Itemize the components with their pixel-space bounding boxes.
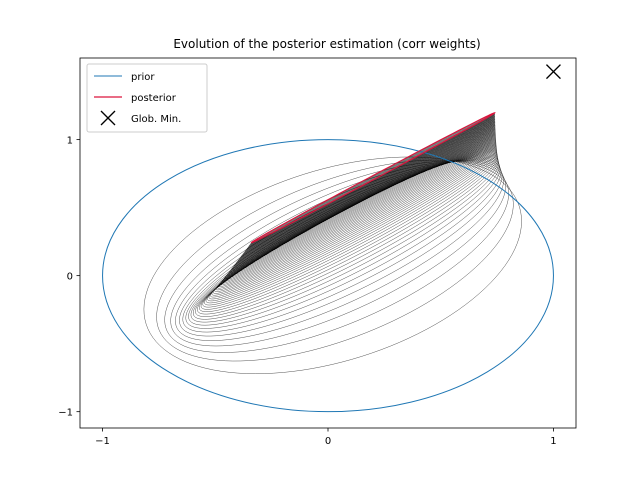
prior-ellipse: [102, 139, 554, 413]
intermediate-ellipse: [190, 155, 499, 323]
legend-box: [86, 63, 208, 133]
intermediate-ellipse: [222, 134, 496, 281]
intermediate-ellipse: [164, 160, 509, 353]
intermediate-ellipse: [218, 138, 496, 287]
intermediate-ellipse: [156, 159, 514, 362]
intermediate-ellipse: [240, 120, 496, 258]
legend-posterior-label: posterior: [131, 93, 177, 104]
legend-prior-label: prior: [131, 72, 155, 83]
intermediate-ellipse: [179, 159, 503, 337]
intermediate-ellipse: [210, 144, 497, 298]
intermediate-ellipse: [215, 140, 497, 291]
intermediate-ellipse: [211, 143, 497, 296]
y-tick-label: 1: [67, 136, 73, 147]
intermediate-ellipse: [197, 152, 498, 315]
intermediate-ellipse: [233, 126, 496, 267]
intermediate-ellipse: [230, 128, 496, 271]
plot-area: [102, 64, 561, 413]
intermediate-ellipse: [143, 156, 522, 374]
x-tick-label: 0: [325, 436, 331, 447]
intermediate-ellipse: [225, 132, 496, 278]
global-minimum-marker: [545, 64, 561, 80]
x-tick-label: −1: [95, 436, 110, 447]
posterior-ellipse: [250, 112, 496, 244]
intermediate-ellipse: [220, 136, 496, 284]
x-tick-label: 1: [550, 436, 556, 447]
intermediate-ellipse: [214, 141, 497, 292]
intermediate-ellipse: [246, 115, 496, 249]
intermediate-ellipse: [244, 118, 496, 253]
intermediate-ellipse: [227, 131, 496, 275]
chart-title: Evolution of the posterior estimation (c…: [173, 37, 480, 51]
axes: −1 0 1 −1 0 1: [58, 57, 577, 447]
y-tick-label: −1: [58, 408, 73, 419]
y-tick-label: 0: [67, 272, 73, 283]
intermediate-ellipse: [236, 123, 496, 263]
intermediate-ellipse: [208, 145, 497, 300]
intermediate-ellipse: [248, 114, 496, 247]
legend-glob-min-marker: [100, 110, 116, 126]
legend-glob-min-label: Glob. Min.: [131, 114, 181, 125]
legend: prior posterior Glob. Min.: [86, 63, 208, 133]
intermediate-ellipse: [247, 115, 496, 248]
intermediate-ellipse: [237, 123, 496, 261]
intermediate-ellipse: [249, 113, 496, 246]
intermediate-ellipse: [170, 160, 506, 347]
